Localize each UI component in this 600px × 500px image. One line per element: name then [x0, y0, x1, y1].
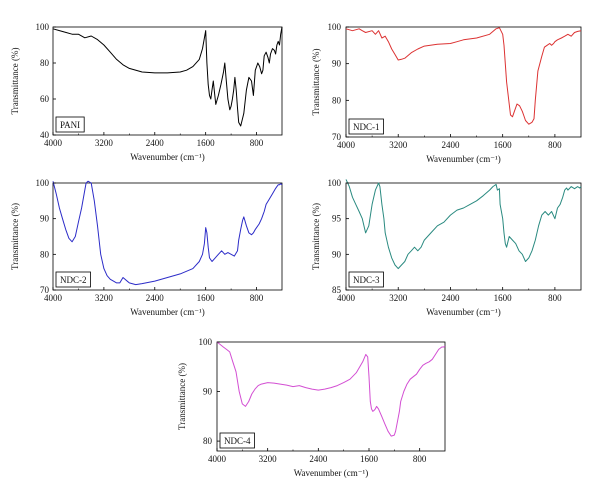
x-tick-label: 1600: [360, 454, 379, 464]
y-tick-label: 80: [203, 436, 213, 446]
panel-label: NDC-2: [60, 275, 87, 285]
spectrum-line: [52, 26, 283, 127]
x-tick-label: 3200: [95, 293, 114, 303]
panel-label-box: [348, 118, 384, 135]
x-tick-label: 800: [548, 293, 562, 303]
y-tick-label: 80: [40, 58, 50, 68]
x-tick-label: 4000: [337, 293, 356, 303]
x-tick-label: 800: [250, 138, 264, 148]
y-tick-label: 100: [36, 178, 50, 188]
x-axis-label: Wavenumber (cm⁻¹): [294, 468, 368, 478]
x-tick-label: 2400: [441, 140, 460, 150]
panel-label: PANI: [60, 120, 80, 130]
x-tick-label: 3200: [389, 293, 408, 303]
x-axis-label: Wavenumber (cm⁻¹): [426, 307, 500, 317]
spectrum-line: [345, 179, 582, 270]
x-tick-label: 2400: [309, 454, 328, 464]
x-tick-label: 2400: [146, 138, 165, 148]
y-tick-label: 90: [203, 387, 213, 397]
y-tick-label: 95: [332, 214, 342, 224]
y-tick-label: 90: [40, 214, 50, 224]
y-axis-label: Transmittance (%): [10, 203, 20, 270]
x-tick-label: 800: [413, 454, 427, 464]
panel-label-box: [348, 271, 384, 288]
x-axis-label: Wavenumber (cm⁻¹): [130, 307, 204, 317]
panel-ndc-4: 4000 3200 2400 1600 800 80 90 100 NDC-4 Wavenumbe…: [177, 337, 446, 478]
panel-ndc-1: 4000 3200 2400 1600 800 70 80 90 100 NDC-1 Wavenum…: [311, 22, 582, 164]
x-tick-label: 3200: [95, 138, 114, 148]
y-tick-label: 100: [328, 178, 342, 188]
x-tick-label: 1600: [494, 140, 513, 150]
panel-ndc-3: 4000 3200 2400 1600 800 85 90 95 100 NDC-3 Wavenum…: [311, 178, 582, 317]
y-tick-label: 100: [199, 337, 213, 347]
panel-label-box: [219, 432, 255, 449]
x-axis-label: Wavenumber (cm⁻¹): [130, 152, 204, 162]
panel-label: NDC-3: [353, 275, 380, 285]
spectrum-line: [52, 180, 283, 286]
x-axis-label: Wavenumber (cm⁻¹): [426, 154, 500, 164]
y-axis-label: Transmittance (%): [311, 203, 321, 270]
x-tick-label: 2400: [146, 293, 165, 303]
y-axis-label: Transmittance (%): [10, 48, 20, 115]
spectrum-line: [216, 341, 446, 437]
plot-frame: [52, 26, 283, 136]
x-tick-label: 800: [250, 293, 264, 303]
panel-label: NDC-4: [224, 436, 251, 446]
x-tick-label: 1600: [494, 293, 513, 303]
y-tick-label: 80: [40, 249, 50, 259]
plot-frame: [52, 182, 283, 291]
y-tick-label: 80: [332, 95, 342, 105]
y-tick-label: 85: [332, 285, 342, 295]
y-tick-label: 60: [40, 94, 50, 104]
y-tick-label: 40: [40, 130, 50, 140]
spectrum-line: [345, 27, 582, 125]
x-tick-label: 1600: [197, 293, 216, 303]
x-tick-label: 3200: [389, 140, 408, 150]
y-axis-label: Transmittance (%): [177, 363, 187, 430]
x-tick-label: 4000: [44, 138, 63, 148]
y-tick-label: 100: [36, 22, 50, 32]
y-tick-label: 100: [328, 22, 342, 32]
panel-label: NDC-1: [353, 122, 380, 132]
plot-frame: [216, 341, 446, 452]
panel-label-box: [55, 116, 85, 133]
panel-ndc-2: 4000 3200 2400 1600 800 70 80 90 100 NDC-2 Wavenum…: [10, 178, 283, 317]
y-tick-label: 90: [332, 249, 342, 259]
panel-label-box: [55, 271, 91, 288]
y-tick-label: 90: [332, 59, 342, 69]
x-tick-label: 2400: [441, 293, 460, 303]
x-tick-label: 4000: [208, 454, 227, 464]
plot-frame: [345, 182, 582, 291]
x-tick-label: 4000: [44, 293, 63, 303]
x-tick-label: 4000: [337, 140, 356, 150]
y-tick-label: 70: [332, 132, 342, 142]
y-tick-label: 70: [40, 285, 50, 295]
plot-frame: [345, 26, 582, 138]
x-tick-label: 800: [548, 140, 562, 150]
y-axis-label: Transmittance (%): [311, 49, 321, 116]
x-tick-label: 1600: [197, 138, 216, 148]
x-tick-label: 3200: [259, 454, 278, 464]
panel-pani: 4000 3200 2400 1600 800 40 60 80 100 PANI Wavenumb…: [10, 22, 283, 162]
